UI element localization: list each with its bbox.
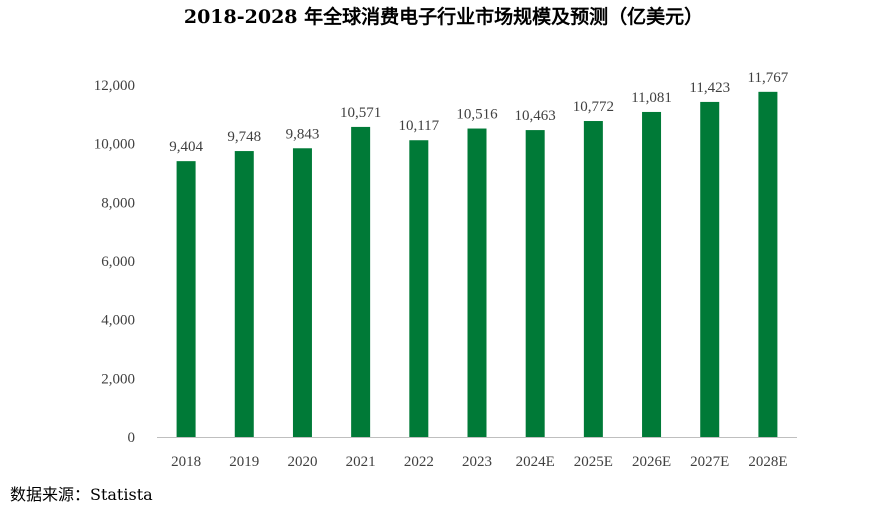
bar-value-label: 11,081	[631, 90, 672, 106]
bar-value-label: 10,772	[573, 99, 614, 115]
bar	[758, 91, 778, 438]
x-tick-label: 2023	[462, 454, 492, 470]
y-tick-label: 6,000	[101, 254, 135, 270]
bar-value-label: 9,748	[227, 129, 261, 145]
x-tick-label: 2020	[287, 454, 317, 470]
bar-value-label: 10,117	[398, 118, 439, 134]
y-tick-label: 4,000	[101, 313, 135, 329]
bar	[642, 111, 662, 437]
source-note: 数据来源：Statista	[10, 485, 153, 504]
bar-value-label: 9,843	[286, 126, 320, 142]
bar-value-label: 10,571	[340, 105, 381, 121]
bar	[176, 161, 196, 437]
y-tick-label: 2,000	[101, 371, 135, 387]
y-tick-label: 8,000	[101, 195, 135, 211]
bar-series	[176, 91, 778, 438]
chart-title: 2018-2028 年全球消费电子行业市场规模及预测（亿美元）	[183, 6, 704, 28]
bar	[583, 121, 603, 437]
bar-value-label: 11,767	[748, 70, 789, 86]
bar	[409, 140, 429, 437]
x-tick-label: 2022	[404, 454, 434, 470]
bar	[525, 130, 545, 437]
x-tick-label: 2028E	[748, 454, 787, 470]
x-tick-label: 2018	[171, 454, 201, 470]
x-tick-label: 2025E	[574, 454, 613, 470]
bar-value-label: 10,463	[515, 108, 556, 124]
bar-value-label: 10,516	[456, 107, 498, 123]
x-tick-label: 2027E	[690, 454, 729, 470]
bar	[467, 128, 487, 437]
bar	[234, 151, 254, 438]
bar	[292, 148, 312, 437]
bar-value-labels: 9,404 9,748 9,843 10,571 10,117 10,516 10,463 1…	[169, 70, 789, 155]
bar	[700, 101, 720, 438]
y-tick-label: 0	[128, 430, 136, 446]
y-axis-tick-labels: 0 2,000 4,000 6,000 8,000 10,000 12,000	[94, 78, 135, 446]
y-tick-label: 10,000	[94, 137, 135, 153]
x-tick-label: 2026E	[632, 454, 671, 470]
bar-value-label: 11,423	[689, 80, 730, 96]
x-tick-label: 2021	[346, 454, 376, 470]
y-tick-label: 12,000	[94, 78, 135, 94]
x-axis-tick-labels: 2018 2019 2020 2021 2022 2023 2024E 2025E 2026E 2…	[171, 454, 787, 470]
x-tick-label: 2024E	[516, 454, 555, 470]
x-tick-label: 2019	[229, 454, 259, 470]
bar-value-label: 9,404	[169, 139, 203, 155]
bar	[351, 126, 371, 438]
